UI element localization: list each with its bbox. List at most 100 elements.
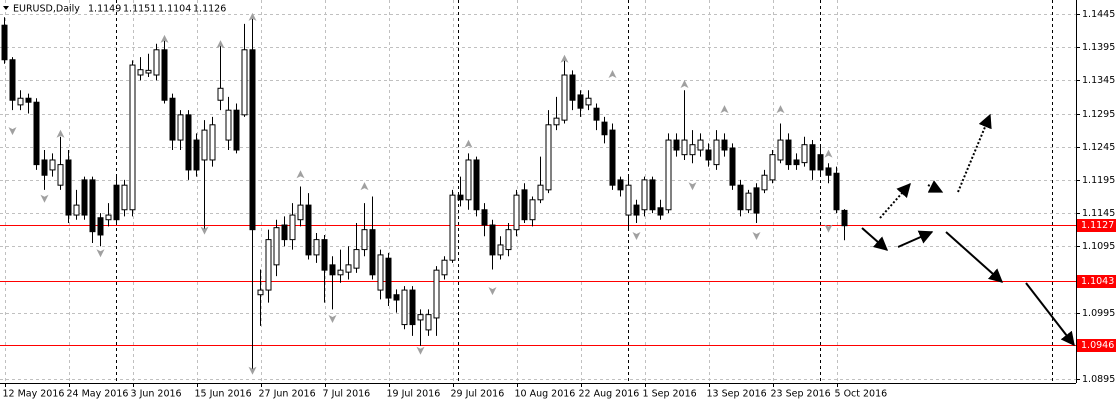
candle-body	[121, 184, 128, 211]
candle-body	[841, 209, 848, 227]
candle-body	[105, 214, 112, 221]
x-tick-label: 22 Aug 2016	[579, 389, 640, 400]
candle-body	[753, 187, 760, 214]
fractal-up	[608, 70, 617, 79]
candle-body	[553, 117, 560, 126]
x-tick-label: 1 Sep 2016	[643, 389, 697, 400]
candle-body	[329, 264, 336, 276]
y-tick-label: 1.1145	[1082, 208, 1115, 219]
fractal-down	[632, 231, 641, 240]
x-tick-label: 7 Jul 2016	[323, 389, 371, 400]
candle-body	[665, 139, 672, 211]
x-tick-label: 13 Sep 2016	[707, 389, 767, 400]
candle-body	[129, 64, 136, 211]
fractal-down	[416, 346, 425, 355]
candle-body	[617, 179, 624, 191]
x-tick-label: 19 Jul 2016	[387, 389, 441, 400]
candle-body	[273, 227, 280, 266]
arrow	[861, 227, 889, 251]
y-tick-label: 1.1195	[1082, 175, 1115, 186]
candle-body	[233, 109, 240, 151]
fractal-up	[720, 105, 729, 114]
x-tick-label: 12 May 2016	[3, 389, 65, 400]
candle-body	[9, 59, 16, 101]
axes: 1.1445 1.1395 1.1345 1.1295 1.1245 1.1195 1.11…	[3, 9, 1116, 400]
candle-body	[201, 129, 208, 161]
candle-body	[513, 194, 520, 231]
candle-body	[169, 97, 176, 141]
candle-body	[433, 269, 440, 319]
candle-body	[409, 289, 416, 326]
candle-body	[73, 204, 80, 216]
candle-body	[489, 224, 496, 256]
x-tick-label: 10 Aug 2016	[515, 389, 576, 400]
x-tick-label: 27 Jun 2016	[259, 389, 316, 400]
y-tick-label: 1.1245	[1082, 142, 1115, 153]
candle-body	[393, 294, 400, 301]
header-value: 1.1149	[88, 4, 121, 15]
period-separators	[116, 0, 1053, 383]
candle-body	[705, 149, 712, 161]
candle-body	[545, 124, 552, 191]
fractal-up	[560, 54, 569, 63]
fractal-up	[248, 12, 257, 21]
candle-body	[377, 254, 384, 291]
fractal-down	[40, 194, 49, 203]
level-label-box	[1077, 339, 1116, 352]
x-tick-label: 5 Oct 2016	[835, 389, 888, 400]
fractal-down	[752, 231, 761, 240]
candle-body	[737, 184, 744, 211]
candle-body	[249, 49, 256, 231]
candle-body	[585, 97, 592, 106]
candle-body	[697, 139, 704, 151]
fractal-down	[328, 314, 337, 323]
forecast-arrows	[861, 113, 1075, 347]
candle-body	[721, 139, 728, 151]
candle-body	[745, 192, 752, 211]
arrow	[927, 180, 944, 193]
candle-body	[473, 159, 480, 211]
candle-body	[425, 314, 432, 331]
candle-body	[137, 69, 144, 76]
candle-body	[305, 204, 312, 256]
levels: 1.1127 1.1043 1.0946	[0, 219, 1116, 352]
candle-body	[97, 217, 104, 236]
y-tick-label: 1.1395	[1082, 42, 1115, 53]
fractal-up	[296, 170, 305, 179]
header-value: 1.1151	[123, 4, 156, 15]
candle-body	[465, 159, 472, 201]
candle-body	[529, 199, 536, 221]
level-label: 1.1043	[1081, 276, 1114, 287]
candle-body	[65, 159, 72, 216]
candle-body	[385, 257, 392, 299]
fractal-down	[248, 366, 257, 375]
candle-body	[609, 129, 616, 186]
candle-body	[25, 97, 32, 103]
candle-body	[457, 194, 464, 201]
candle-body	[761, 174, 768, 191]
candle-body	[569, 74, 576, 101]
candle-body	[633, 204, 640, 216]
candle-body	[713, 139, 720, 166]
candle-body	[289, 214, 296, 241]
candle-body	[57, 164, 64, 186]
grid	[0, 0, 1076, 383]
candle-body	[89, 179, 96, 233]
candle-body	[185, 114, 192, 171]
candle-body	[729, 147, 736, 186]
candle-body	[449, 194, 456, 261]
candle-body	[17, 97, 24, 106]
header-values: 1.1149 1.1151 1.1104 1.1126	[88, 4, 226, 15]
candle-body	[41, 159, 48, 176]
fractal-down	[488, 287, 497, 296]
fractal-down	[96, 249, 105, 258]
candle-body	[777, 139, 784, 161]
fractal-up	[216, 40, 225, 49]
fractal-up	[464, 139, 473, 148]
level-label: 1.0946	[1081, 340, 1114, 351]
candle-body	[49, 159, 56, 171]
y-tick-label: 1.1295	[1082, 109, 1115, 120]
candle-body	[281, 224, 288, 241]
